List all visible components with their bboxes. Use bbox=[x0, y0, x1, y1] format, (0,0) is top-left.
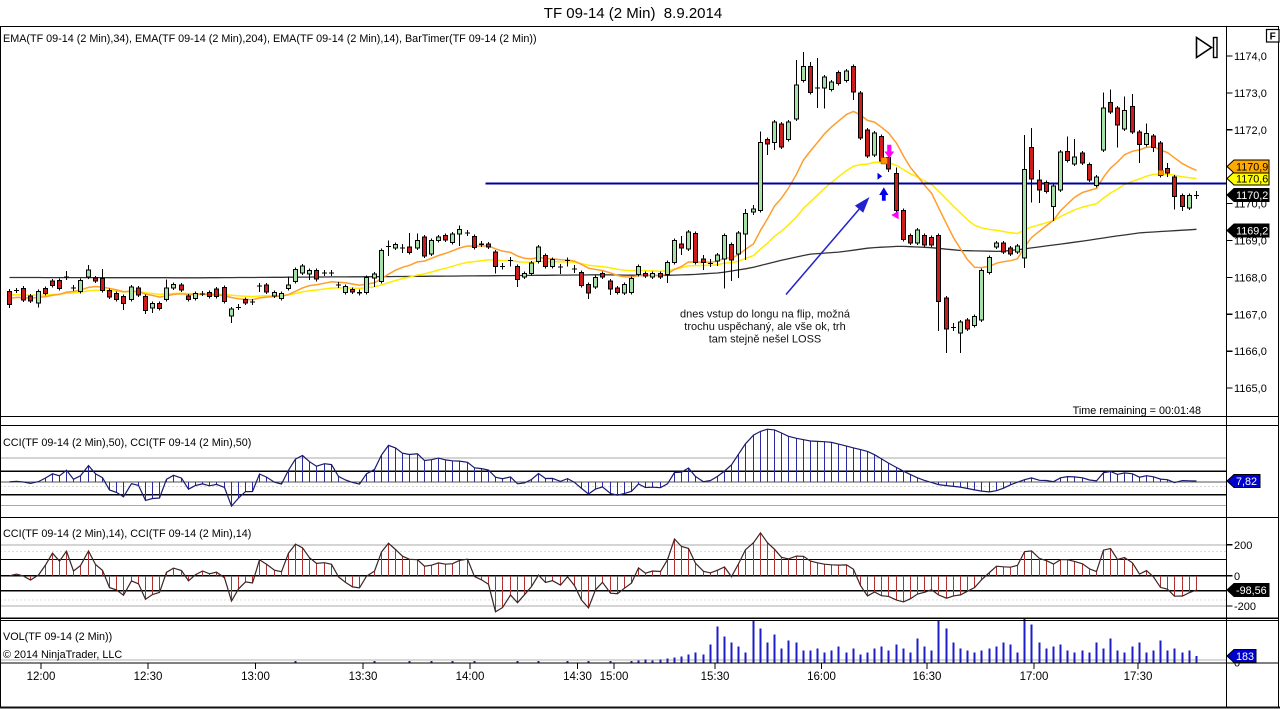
svg-text:dnes vstup do longu na flip, m: dnes vstup do longu na flip, možná bbox=[680, 309, 851, 321]
svg-text:1166,0: 1166,0 bbox=[1234, 346, 1267, 358]
svg-text:CCI(TF 09-14 (2 Min),50), CCI(: CCI(TF 09-14 (2 Min),50), CCI(TF 09-14 (… bbox=[3, 437, 251, 449]
svg-text:-200: -200 bbox=[1234, 601, 1256, 613]
svg-text:1173,0: 1173,0 bbox=[1234, 88, 1267, 100]
svg-text:17:30: 17:30 bbox=[1124, 671, 1153, 683]
svg-text:12:00: 12:00 bbox=[27, 671, 56, 683]
svg-text:1170,2: 1170,2 bbox=[1236, 190, 1268, 202]
svg-text:CCI(TF 09-14 (2 Min),14), CCI(: CCI(TF 09-14 (2 Min),14), CCI(TF 09-14 (… bbox=[3, 528, 251, 540]
svg-text:15:30: 15:30 bbox=[701, 671, 730, 683]
svg-text:12:30: 12:30 bbox=[134, 671, 163, 683]
svg-text:VOL(TF 09-14 (2 Min)): VOL(TF 09-14 (2 Min)) bbox=[3, 631, 112, 643]
svg-text:-98,56: -98,56 bbox=[1236, 585, 1267, 597]
svg-text:1170,6: 1170,6 bbox=[1236, 174, 1268, 186]
svg-text:0: 0 bbox=[1234, 658, 1240, 670]
svg-text:EMA(TF 09-14 (2 Min),34), EMA(: EMA(TF 09-14 (2 Min),34), EMA(TF 09-14 (… bbox=[3, 33, 537, 45]
svg-text:1165,0: 1165,0 bbox=[1234, 383, 1267, 395]
svg-text:1167,0: 1167,0 bbox=[1234, 309, 1267, 321]
svg-text:1169,2: 1169,2 bbox=[1236, 226, 1268, 238]
svg-text:0: 0 bbox=[1234, 571, 1240, 583]
svg-text:14:30: 14:30 bbox=[563, 671, 592, 683]
svg-text:13:30: 13:30 bbox=[349, 671, 378, 683]
svg-text:Time remaining = 00:01:48: Time remaining = 00:01:48 bbox=[1073, 405, 1201, 417]
svg-text:15:00: 15:00 bbox=[600, 671, 629, 683]
svg-text:1169,0: 1169,0 bbox=[1234, 236, 1267, 248]
svg-text:16:00: 16:00 bbox=[807, 671, 836, 683]
svg-text:F: F bbox=[1270, 32, 1276, 43]
svg-text:1174,0: 1174,0 bbox=[1234, 51, 1267, 63]
svg-text:16:30: 16:30 bbox=[913, 671, 942, 683]
svg-text:tam stejně nešel LOSS: tam stejně nešel LOSS bbox=[709, 334, 822, 346]
svg-text:14:00: 14:00 bbox=[456, 671, 485, 683]
svg-text:200: 200 bbox=[1234, 540, 1252, 552]
svg-text:183: 183 bbox=[1236, 651, 1254, 663]
svg-text:13:00: 13:00 bbox=[241, 671, 270, 683]
svg-text:trochu uspěchaný, ale vše ok,: trochu uspěchaný, ale vše ok, trh bbox=[684, 321, 845, 333]
svg-text:7,82: 7,82 bbox=[1236, 476, 1257, 488]
svg-text:1168,0: 1168,0 bbox=[1234, 272, 1267, 284]
svg-text:17:00: 17:00 bbox=[1020, 671, 1049, 683]
svg-text:TF 09-14 (2 Min) 8.9.2014: TF 09-14 (2 Min) 8.9.2014 bbox=[544, 5, 722, 22]
svg-text:© 2014 NinjaTrader, LLC: © 2014 NinjaTrader, LLC bbox=[3, 649, 122, 661]
svg-text:1172,0: 1172,0 bbox=[1234, 125, 1267, 137]
svg-text:1170,9: 1170,9 bbox=[1236, 162, 1268, 174]
